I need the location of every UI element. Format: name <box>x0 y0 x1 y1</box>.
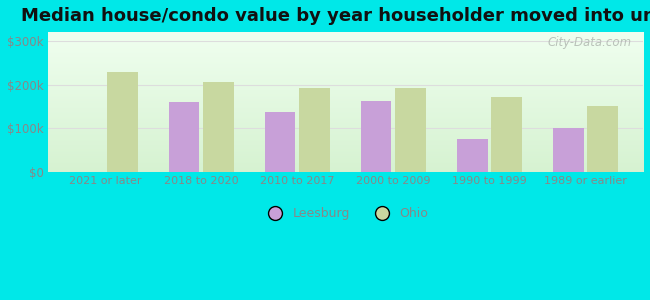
Title: Median house/condo value by year householder moved into unit: Median house/condo value by year househo… <box>21 7 650 25</box>
Bar <box>107 72 138 172</box>
Bar <box>361 101 391 172</box>
Bar <box>169 102 200 172</box>
Bar <box>552 128 584 172</box>
Bar <box>299 88 330 172</box>
Bar <box>588 106 618 172</box>
Bar <box>265 112 296 172</box>
Bar <box>491 97 522 172</box>
Bar <box>203 82 234 172</box>
Text: City-Data.com: City-Data.com <box>547 36 631 49</box>
Legend: Leesburg, Ohio: Leesburg, Ohio <box>258 202 433 225</box>
Bar <box>395 88 426 172</box>
Bar <box>457 140 488 172</box>
